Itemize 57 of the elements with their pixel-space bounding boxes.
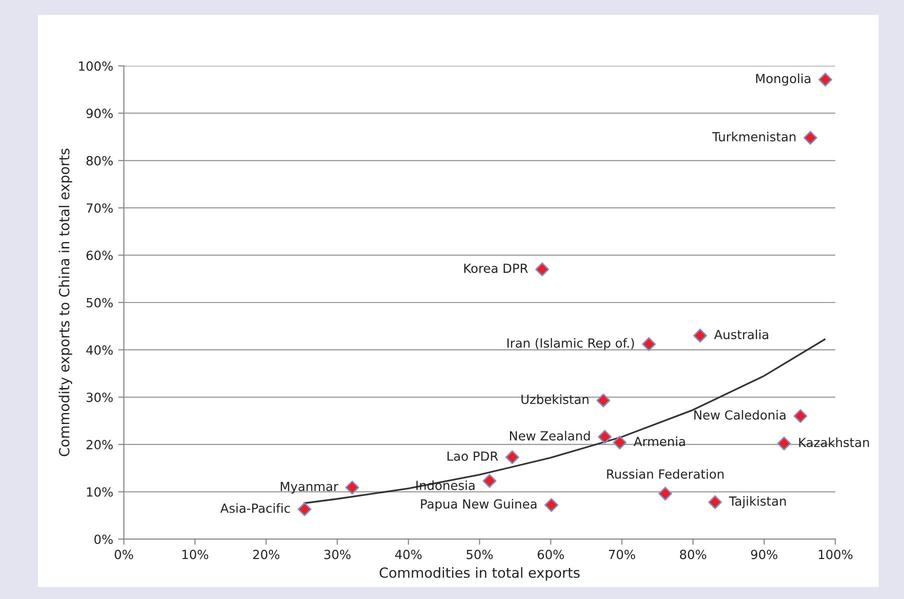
annotation: Turkmenistan — [712, 132, 796, 142]
y-tick-label: 20% — [86, 440, 113, 450]
x-tick-label: 90% — [751, 550, 778, 560]
y-tick-label: 40% — [86, 345, 113, 355]
annotation: Kazakhstan — [799, 437, 869, 448]
annotation: Armenia — [634, 436, 685, 446]
point — [658, 486, 672, 501]
annotation: Myanmar — [280, 482, 338, 494]
y-axis-title: Commodity exports to China in total exports — [58, 148, 72, 456]
x-tick-label: 10% — [182, 550, 208, 560]
x-tick-label: 80% — [680, 550, 706, 560]
annotation: Lao PDR — [448, 452, 498, 461]
point — [803, 130, 818, 145]
x-tick-label: 60% — [538, 550, 564, 560]
point — [345, 480, 360, 494]
y-tick-label: 100% — [79, 61, 113, 71]
y-tick-label: 90% — [86, 108, 113, 118]
point — [818, 72, 832, 87]
point — [777, 436, 791, 450]
annotation: Russian Federation — [607, 469, 724, 479]
y-tick-label: 60% — [86, 250, 113, 260]
point — [544, 498, 558, 512]
point — [298, 502, 312, 516]
x-tick-label: 100% — [818, 550, 852, 560]
y-tick-label: 70% — [86, 203, 113, 213]
annotation: Tajikistan — [728, 496, 786, 508]
x-tick-label: 0% — [114, 550, 134, 560]
point — [642, 337, 656, 352]
x-tick-label: 70% — [608, 550, 636, 560]
y-tick-label: 30% — [86, 392, 113, 402]
x-axis-title: Commodities in total exports — [380, 567, 580, 581]
y-tick-label: 10% — [87, 487, 113, 497]
annotation: Korea DPR — [464, 264, 528, 273]
y-tick-label: 80% — [86, 156, 113, 166]
y-tick-label: 50% — [86, 298, 113, 308]
x-tick-label: 40% — [395, 550, 422, 560]
point — [693, 328, 708, 343]
x-tick-label: 30% — [324, 550, 350, 560]
annotation: New Zealand — [510, 430, 590, 441]
annotation: Asia-Pacific — [220, 503, 290, 513]
point — [596, 394, 610, 408]
point — [794, 409, 808, 423]
point — [505, 450, 520, 464]
annotation: Uzbekistan — [522, 394, 588, 404]
annotation: Australia — [714, 330, 768, 340]
point — [598, 430, 612, 444]
x-tick-label: 20% — [253, 550, 280, 560]
point — [612, 436, 627, 450]
annotation: Iran (Islamic Rep of.) — [507, 338, 634, 350]
annotation: New Caledonia — [694, 410, 786, 420]
y-tick-label: 0% — [94, 534, 113, 544]
annotation: Mongolia — [756, 74, 810, 86]
x-tick-label: 50% — [466, 550, 493, 560]
point — [535, 262, 550, 276]
point — [708, 495, 722, 510]
annotation: Papua New Guinea — [421, 498, 536, 512]
point — [482, 474, 496, 488]
